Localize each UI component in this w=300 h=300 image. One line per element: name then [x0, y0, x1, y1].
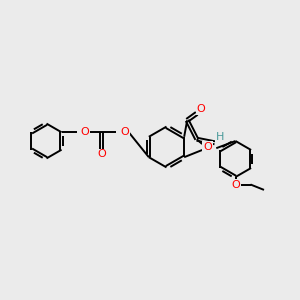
Text: O: O — [97, 149, 106, 160]
Text: O: O — [203, 142, 212, 152]
Text: O: O — [196, 104, 205, 115]
Text: O: O — [81, 127, 89, 137]
Text: O: O — [231, 179, 240, 190]
Text: H: H — [216, 132, 224, 142]
Text: O: O — [121, 127, 129, 137]
